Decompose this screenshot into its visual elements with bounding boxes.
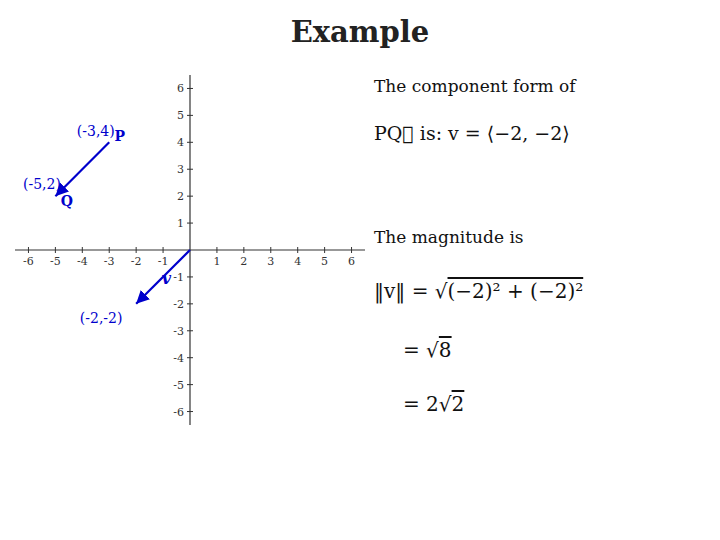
radicand: 2	[452, 392, 465, 416]
x-tick-label: 3	[267, 255, 274, 268]
x-tick	[82, 247, 83, 253]
x-tick	[270, 247, 271, 253]
x-tick-label: 4	[294, 255, 301, 268]
y-tick	[187, 115, 193, 116]
y-tick-label: 5	[177, 109, 184, 122]
x-tick	[136, 247, 137, 253]
page: Example -6 -5 -4 -3 -2 -1 1 2 3 4 5 6 -6 -5 -4 -3 -2 -1 1 2 3…	[0, 0, 720, 540]
y-tick	[187, 276, 193, 277]
x-tick-label: -4	[77, 255, 88, 268]
chart: Example -6 -5 -4 -3 -2 -1 1 2 3 4 5 6 -6 -5 -4 -3 -2 -1 1 2 3…	[0, 0, 720, 540]
annotation: = 2√2	[403, 392, 464, 416]
point-label: Q	[61, 193, 73, 209]
y-tick	[187, 303, 193, 304]
x-tick	[28, 247, 29, 253]
point-coords: (-3,4)	[77, 123, 115, 139]
x-tick	[297, 247, 298, 253]
x-tick-label: -1	[158, 255, 169, 268]
vector-coords: (-2,-2)	[80, 310, 123, 326]
x-tick-label: -5	[50, 255, 61, 268]
y-tick	[187, 357, 193, 358]
x-tick-label: 6	[348, 255, 355, 268]
y-tick	[187, 223, 193, 224]
y-tick-label: -5	[173, 379, 184, 392]
y-tick-label: 2	[177, 190, 184, 203]
vector-labels: (-3,4)P (-5,2)Q (-2,-2) v	[23, 123, 172, 326]
y-tick-label: -4	[173, 352, 184, 365]
annotation: The magnitude is	[374, 227, 524, 247]
point-label: P	[115, 128, 126, 144]
x-tick-label: 5	[321, 255, 328, 268]
x-tick	[109, 247, 110, 253]
y-tick	[187, 384, 193, 385]
y-tick	[187, 88, 193, 89]
vector	[136, 250, 190, 304]
y-tick-label: -6	[173, 406, 184, 419]
y-tick-label: -3	[173, 325, 184, 338]
y-tick-label: -1	[173, 271, 184, 284]
annotation: The component form of	[374, 76, 576, 96]
annotation-part: ‖v‖ = √	[374, 279, 448, 303]
x-tick	[324, 247, 325, 253]
x-tick-label: -3	[104, 255, 115, 268]
x-tick	[243, 247, 244, 253]
x-tick-label: -2	[131, 255, 142, 268]
y-tick-label: 3	[177, 163, 184, 176]
x-tick	[55, 247, 56, 253]
point-coords: (-5,2)	[23, 176, 61, 192]
y-tick-label: 6	[177, 82, 184, 95]
y-tick-label: 1	[177, 217, 184, 230]
x-tick	[351, 247, 352, 253]
radicand: (−2)² + (−2)²	[448, 279, 584, 303]
annotation: = √8	[403, 338, 452, 362]
y-tick-label: -2	[173, 298, 184, 311]
vector	[55, 142, 109, 196]
x-tick	[216, 247, 217, 253]
x-tick-label: 1	[213, 255, 220, 268]
y-tick	[187, 142, 193, 143]
annotation-part: = √	[403, 338, 439, 362]
vector-label: v	[162, 269, 172, 288]
x-tick	[163, 247, 164, 253]
y-tick	[187, 196, 193, 197]
y-tick	[187, 411, 193, 412]
y-tick-label: 4	[177, 136, 184, 149]
radicand: 8	[439, 338, 452, 362]
annotation: ‖v‖ = √(−2)² + (−2)²	[374, 279, 583, 303]
annotation: PQ⃗ is: v = ⟨−2, −2⟩	[374, 122, 570, 144]
title: Example	[291, 15, 430, 49]
y-tick	[187, 169, 193, 170]
vectors	[55, 142, 190, 304]
x-tick-label: -6	[23, 255, 34, 268]
x-tick-label: 2	[240, 255, 247, 268]
annotation-part: = 2√	[403, 392, 452, 416]
y-tick	[187, 330, 193, 331]
